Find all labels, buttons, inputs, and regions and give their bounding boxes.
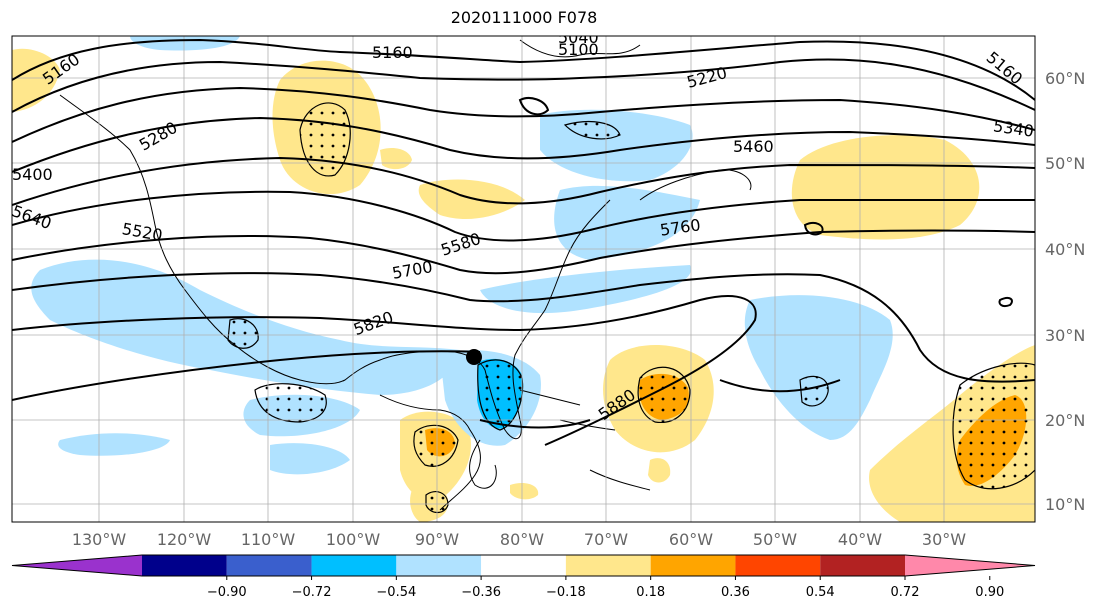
contour-label: 5100 — [558, 40, 599, 59]
lon-label: 120°W — [157, 530, 212, 549]
contour-label: 5040 — [558, 28, 599, 47]
colorbar-outline — [11, 554, 1036, 577]
longitude-labels: 130°W 120°W 110°W 100°W 90°W 80°W 70°W 6… — [72, 530, 966, 549]
colorbar-tick-label: −0.90 — [207, 585, 247, 600]
lat-label: 40°N — [1045, 240, 1085, 259]
lon-label: 30°W — [922, 530, 966, 549]
contour-label: 5400 — [12, 165, 53, 184]
colorbar-tick-label: −0.36 — [461, 585, 501, 600]
colorbar-tick-label: 0.72 — [891, 585, 920, 600]
height-contours — [12, 38, 1035, 446]
gridlines — [12, 36, 1035, 522]
colorbar: −0.90 −0.72 −0.54 −0.36 −0.18 0.18 0.36 0.54 0.7… — [11, 554, 1036, 600]
latitude-labels: 60°N 50°N 40°N 30°N 20°N 10°N — [1045, 69, 1085, 514]
contour-label: 5160 — [372, 43, 413, 62]
lon-label: 70°W — [584, 530, 628, 549]
lon-label: 60°W — [669, 530, 713, 549]
colorbar-swatch — [735, 555, 821, 576]
colorbar-swatch — [650, 555, 736, 576]
colorbar-tick-label: −0.72 — [292, 585, 332, 600]
lat-label: 50°N — [1045, 154, 1085, 173]
map-frame — [11, 35, 1036, 523]
storm-center-marker — [466, 349, 482, 365]
lat-label: 30°N — [1045, 326, 1085, 345]
colorbar-tick-label: 0.36 — [721, 585, 750, 600]
colorbar-extend-high — [905, 555, 1035, 576]
colorbar-swatch — [481, 555, 566, 576]
lat-label: 20°N — [1045, 411, 1085, 430]
colorbar-swatch — [142, 555, 227, 576]
lon-label: 40°W — [838, 530, 882, 549]
lon-label: 50°W — [753, 530, 797, 549]
colorbar-swatch — [396, 555, 482, 576]
lon-label: 80°W — [500, 530, 544, 549]
map-title: 2020111000 F078 — [450, 8, 598, 27]
lon-label: 110°W — [241, 530, 296, 549]
colorbar-tick-label: 0.54 — [806, 585, 835, 600]
colorbar-tick-label: −0.54 — [376, 585, 416, 600]
lon-label: 130°W — [72, 530, 127, 549]
lon-label: 100°W — [326, 530, 381, 549]
lat-label: 60°N — [1045, 69, 1085, 88]
colorbar-tick-label: 0.90 — [975, 585, 1004, 600]
colorbar-swatch — [820, 555, 905, 576]
colorbar-tick-label: −0.18 — [546, 585, 586, 600]
colorbar-extend-low — [12, 555, 142, 576]
map-area: 5160 5100 5040 5160 5220 5160 5280 5340 … — [12, 28, 1035, 522]
colorbar-tick-label: 0.18 — [636, 585, 665, 600]
lat-label: 10°N — [1045, 495, 1085, 514]
contour-label: 5460 — [733, 137, 774, 156]
lon-label: 90°W — [415, 530, 459, 549]
colorbar-swatch — [311, 555, 397, 576]
colorbar-swatch — [565, 555, 651, 576]
colorbar-swatch — [226, 555, 312, 576]
